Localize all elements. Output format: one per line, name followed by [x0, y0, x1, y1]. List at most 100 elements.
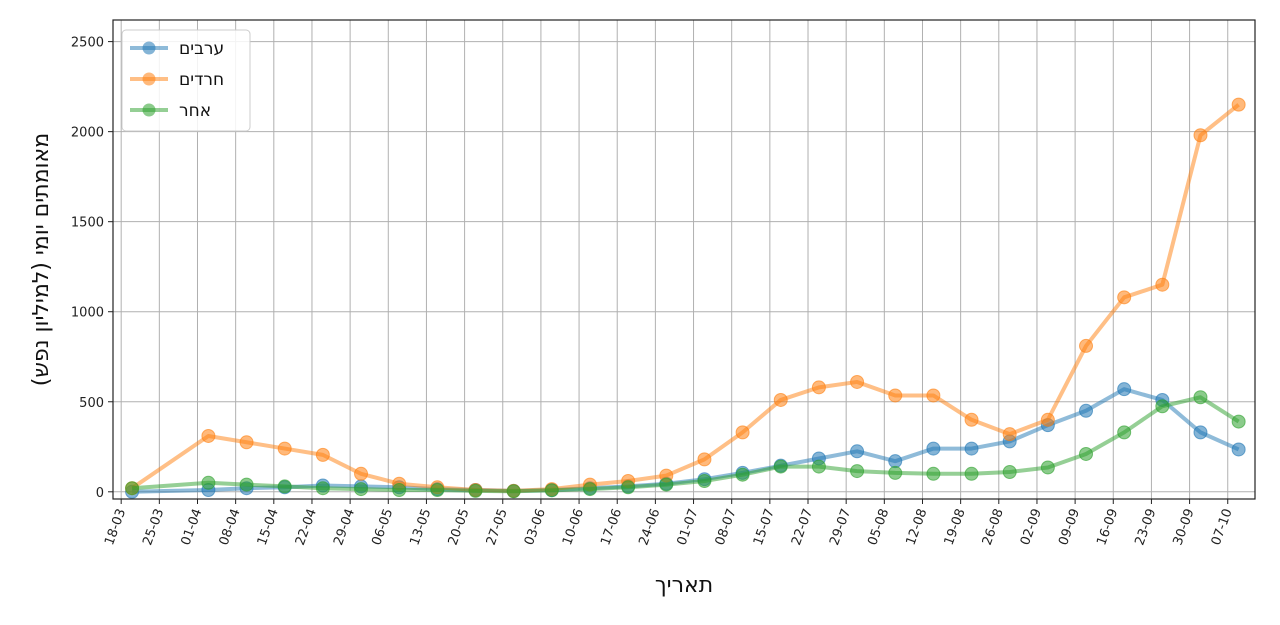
x-tick-label: 19-08 [942, 507, 969, 548]
x-tick-label: 30-09 [1171, 507, 1198, 548]
data-point-haredim [239, 435, 254, 450]
y-tick-label: 500 [79, 396, 104, 411]
data-point-other [1155, 399, 1170, 414]
series-other [125, 390, 1246, 499]
x-tick-label: 06-05 [369, 507, 396, 548]
x-tick-label: 25-03 [140, 507, 167, 548]
x-tick-label: 17-06 [598, 507, 625, 548]
x-tick-label: 26-08 [980, 507, 1007, 548]
data-point-arabs [1193, 425, 1208, 440]
data-point-haredim [1117, 290, 1132, 305]
x-tick-label: 05-08 [865, 507, 892, 548]
data-point-other [850, 464, 865, 479]
y-tick-label: 1000 [71, 306, 104, 321]
legend-label-arabs: ערבים [179, 39, 224, 59]
data-point-other [811, 459, 826, 474]
data-point-haredim [201, 428, 216, 443]
x-tick-label: 16-09 [1094, 507, 1121, 548]
x-tick-label: 01-04 [179, 507, 206, 548]
data-point-haredim [1231, 97, 1246, 112]
data-point-other [1079, 446, 1094, 461]
legend-marker-other [142, 103, 156, 117]
series-line-other [131, 395, 1240, 494]
data-point-arabs [850, 444, 865, 459]
series-line-haredim [130, 103, 1240, 493]
x-tick-label: 23-09 [1132, 507, 1159, 548]
x-tick-label: 13-05 [407, 507, 434, 548]
series-line-arabs [132, 387, 1240, 494]
data-point-haredim [354, 466, 369, 481]
data-point-haredim [697, 452, 712, 467]
data-point-other [125, 481, 140, 496]
data-point-other [506, 484, 521, 499]
data-point-other [659, 477, 674, 492]
data-point-other [277, 479, 292, 494]
x-tick-label: 09-09 [1056, 507, 1083, 548]
x-tick-label: 08-07 [713, 507, 740, 548]
data-point-haredim [315, 447, 330, 462]
data-point-other [392, 482, 407, 497]
data-point-haredim [1079, 338, 1094, 353]
data-point-other [1117, 425, 1132, 440]
data-point-other [582, 482, 597, 497]
legend-marker-arabs [142, 41, 156, 55]
plot-frame [112, 19, 1256, 500]
data-point-other [201, 475, 216, 490]
x-tick-label: 15-07 [751, 507, 778, 548]
data-point-other [1040, 460, 1055, 475]
data-point-other [964, 466, 979, 481]
data-point-haredim [277, 441, 292, 456]
x-tick-label: 27-05 [484, 507, 511, 548]
data-point-haredim [735, 425, 750, 440]
data-point-haredim [1193, 128, 1208, 143]
data-point-other [735, 467, 750, 482]
x-tick-label: 12-08 [904, 507, 931, 548]
x-tick-label: 29-04 [331, 507, 358, 548]
data-point-other [1193, 390, 1208, 405]
data-point-other [697, 473, 712, 488]
series-haredim [125, 97, 1246, 498]
x-tick-label: 15-04 [255, 507, 282, 548]
data-point-haredim [1040, 412, 1055, 427]
x-tick-label: 03-06 [522, 507, 549, 548]
data-point-other [888, 465, 903, 480]
data-point-other [1231, 414, 1246, 429]
x-tick-label: 01-07 [675, 507, 702, 548]
grid [113, 20, 1255, 499]
data-point-haredim [773, 392, 788, 407]
data-point-arabs [1231, 442, 1246, 457]
y-axis-title: מאומתים יומי (למיליון נפש) [29, 133, 54, 386]
y-tick-label: 2000 [71, 126, 104, 141]
x-tick-label: 22-04 [293, 507, 320, 548]
data-point-haredim [926, 388, 941, 403]
data-point-other [315, 481, 330, 496]
data-point-haredim [811, 380, 826, 395]
data-point-haredim [1002, 427, 1017, 442]
data-point-haredim [888, 388, 903, 403]
data-point-other [1002, 464, 1017, 479]
data-point-arabs [964, 441, 979, 456]
legend-box [121, 29, 251, 132]
data-point-arabs [1079, 403, 1094, 418]
data-point-haredim [850, 374, 865, 389]
y-tick-label: 1500 [71, 216, 104, 231]
x-tick-label: 29-07 [827, 507, 854, 548]
x-tick-label: 08-04 [217, 507, 244, 548]
legend-label-haredim: חרדים [179, 70, 224, 90]
legend-label-other: אחר [179, 101, 211, 121]
data-point-haredim [964, 412, 979, 427]
data-point-other [430, 482, 445, 497]
data-point-other [239, 477, 254, 492]
series-layer [125, 97, 1246, 499]
data-point-other [621, 480, 636, 495]
legend: ערבים חרדים אחר [121, 29, 251, 132]
data-point-other [354, 482, 369, 497]
x-tick-label: 20-05 [446, 507, 473, 548]
data-point-arabs [926, 441, 941, 456]
x-tick-label: 07-10 [1209, 507, 1236, 548]
data-point-arabs [1117, 382, 1132, 397]
data-point-other [773, 459, 788, 474]
x-tick-label: 02-09 [1018, 507, 1045, 548]
